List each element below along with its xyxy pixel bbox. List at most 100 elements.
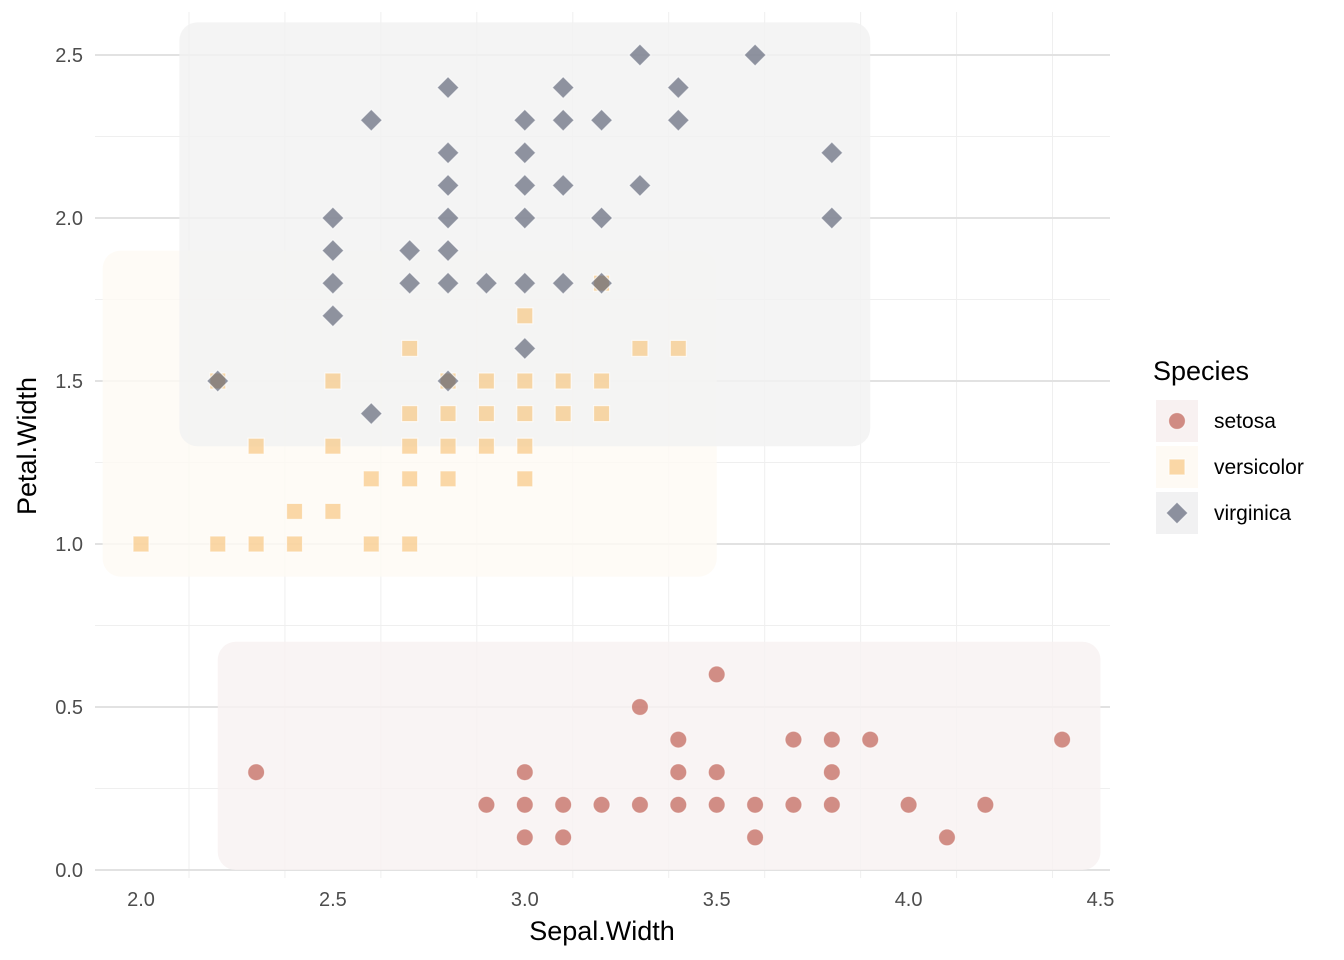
data-points <box>132 43 1072 847</box>
x-axis-ticks: 2.0 2.5 3.0 3.5 4.0 4.5 <box>127 889 1114 911</box>
versicolor-point <box>324 502 342 520</box>
virginica-point <box>551 75 576 100</box>
setosa-point <box>554 795 573 814</box>
virginica-point <box>512 206 537 230</box>
setosa-point <box>630 795 650 814</box>
setosa-point <box>976 795 995 814</box>
virginica-point <box>666 75 691 100</box>
virginica-point <box>321 238 345 263</box>
y-axis-title: Petal.Width <box>12 377 42 515</box>
setosa-point <box>554 828 573 847</box>
setosa-point <box>477 795 496 814</box>
virginica-point <box>436 140 460 165</box>
setosa-point <box>822 730 841 749</box>
virginica-point <box>321 271 345 296</box>
legend-label-versicolor: versicolor <box>1214 456 1304 479</box>
legend-label-setosa: setosa <box>1214 410 1276 433</box>
legend-title: Species <box>1153 356 1249 386</box>
setosa-point <box>669 730 688 749</box>
x-tick-label: 4.0 <box>895 889 923 911</box>
virginica-point <box>666 108 691 133</box>
versicolor-point <box>439 405 457 423</box>
versicolor-point <box>516 405 534 423</box>
virginica-point <box>589 206 614 230</box>
versicolor-point <box>247 535 265 553</box>
versicolor-point <box>285 502 304 520</box>
versicolor-point <box>516 372 534 390</box>
setosa-point <box>745 795 765 814</box>
setosa-point <box>669 795 688 814</box>
virginica-point <box>359 401 384 426</box>
y-tick-label: 1.5 <box>55 371 83 393</box>
virginica-hull <box>179 22 871 447</box>
versicolor-point <box>516 470 534 488</box>
virginica-point <box>628 43 652 67</box>
y-axis-ticks: 0.0 0.5 1.0 1.5 2.0 2.5 <box>55 45 83 882</box>
setosa-point <box>592 795 611 814</box>
versicolor-point <box>247 437 265 455</box>
legend: Species setosa versicolor virginica <box>1153 356 1304 534</box>
virginica-point <box>512 271 537 296</box>
x-axis-title: Sepal.Width <box>529 916 675 946</box>
versicolor-point <box>631 339 649 357</box>
versicolor-point <box>592 405 611 423</box>
versicolor-point <box>592 372 611 390</box>
setosa-point <box>707 763 726 782</box>
setosa-point <box>707 665 726 684</box>
legend-setosa-marker <box>1167 411 1187 431</box>
versicolor-series <box>132 274 687 553</box>
setosa-point <box>784 795 803 814</box>
virginica-point <box>436 369 460 393</box>
virginica-point <box>512 173 537 198</box>
versicolor-point <box>132 535 150 553</box>
legend-label-virginica: virginica <box>1214 502 1291 525</box>
setosa-point <box>515 795 534 814</box>
virginica-point <box>436 271 460 296</box>
setosa-point <box>630 697 650 717</box>
virginica-point <box>397 238 422 263</box>
setosa-point <box>784 730 803 749</box>
virginica-point <box>205 369 230 393</box>
versicolor-point <box>401 437 419 455</box>
versicolor-point <box>477 372 496 390</box>
x-tick-label: 2.5 <box>319 889 347 911</box>
setosa-point <box>899 795 918 814</box>
virginica-point <box>436 75 460 100</box>
virginica-point <box>819 206 844 230</box>
setosa-point <box>861 730 880 749</box>
setosa-point <box>707 795 726 814</box>
virginica-point <box>321 303 345 328</box>
versicolor-point <box>439 470 457 488</box>
virginica-point <box>397 271 422 296</box>
versicolor-point <box>285 535 304 553</box>
virginica-point <box>628 173 652 198</box>
setosa-point <box>822 763 841 782</box>
virginica-point <box>551 108 576 133</box>
versicolor-point <box>401 405 419 423</box>
versicolor-point <box>554 405 572 423</box>
y-tick-label: 0.0 <box>55 860 83 882</box>
setosa-point <box>937 828 957 847</box>
setosa-point <box>515 828 534 847</box>
setosa-point <box>247 763 266 782</box>
virginica-point <box>512 108 537 133</box>
versicolor-point <box>516 307 534 325</box>
versicolor-point <box>324 437 342 455</box>
legend-versicolor-marker <box>1168 458 1186 476</box>
virginica-point <box>321 206 345 230</box>
y-tick-label: 1.0 <box>55 534 83 556</box>
virginica-point <box>359 108 384 133</box>
versicolor-point <box>324 372 342 390</box>
setosa-point <box>669 763 688 782</box>
virginica-point <box>436 173 460 198</box>
virginica-point <box>436 238 460 263</box>
versicolor-point <box>209 535 227 553</box>
virginica-point <box>474 271 499 296</box>
versicolor-point <box>554 372 572 390</box>
versicolor-point <box>401 339 419 357</box>
virginica-point <box>743 43 767 67</box>
versicolor-point <box>477 405 496 423</box>
versicolor-point <box>362 470 380 488</box>
virginica-point <box>819 140 844 165</box>
